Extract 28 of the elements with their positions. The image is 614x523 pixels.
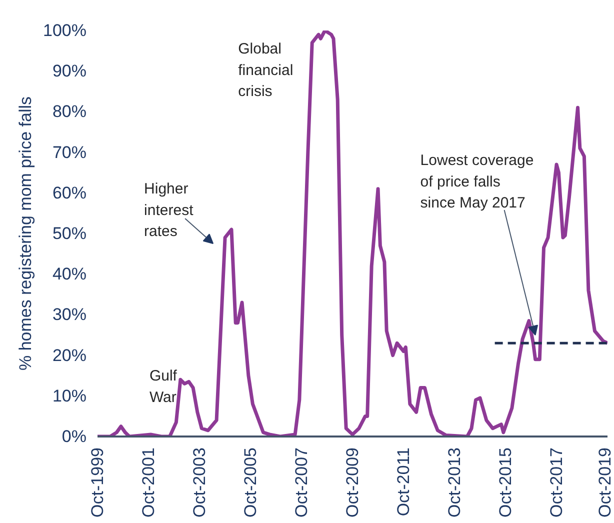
y-tick-label: 90% — [52, 62, 87, 81]
x-tick-label: Oct-1999 — [88, 447, 107, 518]
x-tick-label: Oct-2001 — [139, 447, 158, 518]
x-tick-label: Oct-2003 — [190, 447, 209, 518]
x-tick-label: Oct-2005 — [241, 447, 260, 518]
annotation: Gulf War — [149, 368, 178, 406]
y-tick-label: 50% — [52, 224, 87, 243]
x-tick-label: Oct-2015 — [496, 447, 515, 518]
y-axis-title: % homes registering mom price falls — [16, 96, 36, 370]
annotation: Lowest coverage of price falls since May 2017 — [420, 152, 534, 212]
y-tick-label: 10% — [52, 386, 87, 406]
y-tick-label: 30% — [52, 305, 87, 324]
x-tick-label: Oct-2013 — [445, 447, 464, 518]
y-tick-label: 40% — [52, 264, 87, 284]
y-tick-label: 70% — [52, 142, 87, 162]
x-tick-label: Oct-2009 — [343, 447, 362, 518]
annotation: Higher interest rates — [144, 180, 194, 240]
annotation: Global financial crisis — [238, 40, 294, 100]
x-tick-label: Oct-2007 — [292, 447, 311, 518]
y-tick-label: 60% — [52, 183, 87, 202]
y-tick-label: 0% — [62, 427, 87, 446]
x-tick-label: Oct-2017 — [547, 447, 566, 518]
x-tick-label: Oct-2011 — [394, 447, 413, 516]
line-series — [98, 30, 608, 436]
y-tick-label: 80% — [52, 102, 87, 122]
x-tick-label: Oct-2019 — [596, 447, 614, 518]
y-tick-label: 100% — [43, 21, 87, 40]
y-tick-label: 20% — [52, 346, 87, 365]
